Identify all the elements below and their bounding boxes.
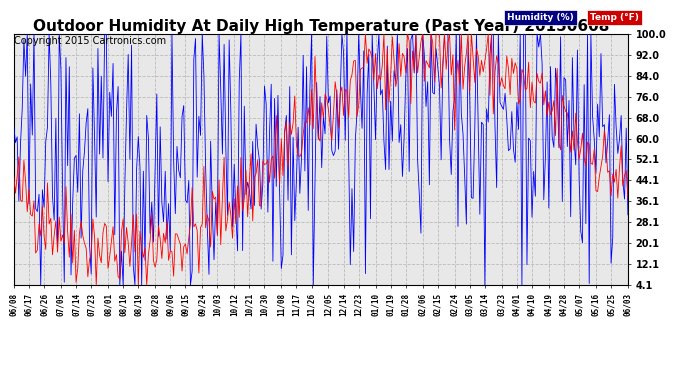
Text: Temp (°F): Temp (°F)	[590, 13, 639, 22]
Text: Copyright 2015 Cartronics.com: Copyright 2015 Cartronics.com	[14, 36, 166, 46]
Text: Humidity (%): Humidity (%)	[507, 13, 574, 22]
Title: Outdoor Humidity At Daily High Temperature (Past Year) 20150608: Outdoor Humidity At Daily High Temperatu…	[32, 19, 609, 34]
